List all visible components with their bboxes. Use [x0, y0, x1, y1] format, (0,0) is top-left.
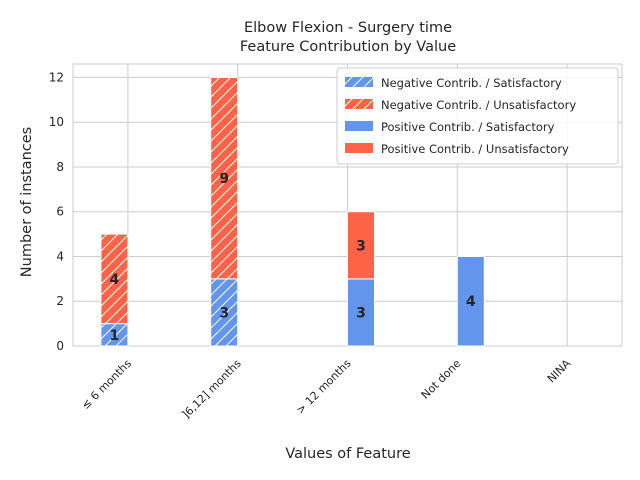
- legend-swatch: [345, 143, 373, 153]
- bar-value-label: 9: [219, 171, 229, 187]
- bar-value-label: 1: [110, 328, 120, 344]
- bar-value-label: 3: [219, 305, 229, 321]
- bar-value-label: 3: [356, 305, 366, 321]
- legend-label: Positive Contrib. / Unsatisfactory: [381, 142, 569, 156]
- y-tick-label: 4: [56, 249, 64, 263]
- y-axis-label: Number of instances: [19, 127, 35, 277]
- x-tick-label: ≤ 6 months: [79, 357, 134, 412]
- bar-hatch: [100, 234, 128, 324]
- legend-label: Negative Contrib. / Satisfactory: [381, 76, 562, 90]
- x-tick-label: Not done: [419, 357, 464, 402]
- legend-swatch-hatch: [345, 77, 373, 87]
- x-axis-label: Values of Feature: [285, 446, 410, 462]
- legend-swatch: [345, 121, 373, 131]
- legend: Negative Contrib. / Satisfactory Negative…: [336, 67, 619, 165]
- legend-box: [336, 67, 619, 165]
- x-tick-label: ]6,12] months: [179, 357, 244, 422]
- legend-swatch-hatch: [345, 99, 373, 109]
- y-tick-label: 2: [56, 294, 64, 308]
- bar-value-label: 4: [110, 272, 120, 288]
- legend-label: Positive Contrib. / Satisfactory: [381, 120, 555, 134]
- chart-title-line-1: Elbow Flexion - Surgery time: [244, 20, 452, 36]
- bar-segment: [347, 278, 375, 347]
- legend-label: Negative Contrib. / Unsatisfactory: [381, 98, 576, 112]
- bar-value-label: 3: [356, 238, 366, 254]
- bar-hatch: [210, 77, 238, 279]
- bar-hatch: [210, 278, 238, 346]
- bar-segment: [347, 211, 375, 280]
- y-tick-label: 8: [56, 160, 64, 174]
- x-tick-label: NINA: [545, 357, 574, 386]
- y-tick-label: 6: [56, 205, 64, 219]
- chart-title-line-2: Feature Contribution by Value: [240, 39, 456, 55]
- bar-segment: [456, 255, 485, 347]
- bar-hatch: [100, 323, 128, 346]
- x-tick-label: > 12 months: [294, 357, 354, 417]
- y-tick-label: 0: [56, 339, 64, 353]
- y-tick-label: 10: [49, 115, 64, 129]
- y-tick-label: 12: [49, 70, 64, 84]
- bar-value-label: 4: [466, 294, 476, 310]
